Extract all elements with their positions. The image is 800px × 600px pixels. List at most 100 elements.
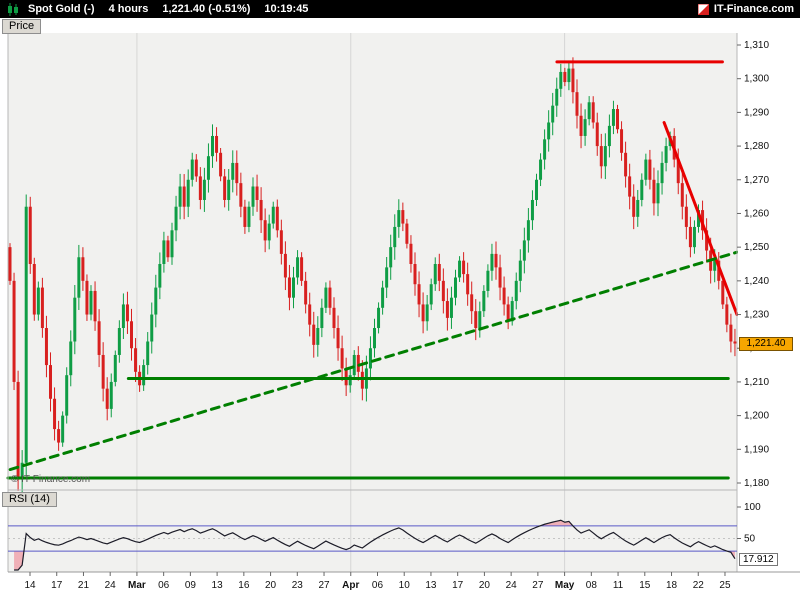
- price-tick-label: 1,290: [744, 107, 769, 118]
- time-tick-label: 27: [532, 580, 544, 591]
- candle-body: [292, 277, 295, 298]
- candle-body: [717, 260, 721, 281]
- candle-body: [223, 176, 227, 200]
- candle-body: [482, 290, 486, 312]
- price-tick-label: 1,300: [744, 74, 769, 85]
- price-tick-label: 1,180: [744, 478, 769, 489]
- candle-body: [251, 186, 255, 207]
- candle-body: [186, 179, 190, 207]
- candle-body: [599, 146, 603, 167]
- candle-body: [263, 220, 267, 241]
- brand-label: IT-Finance.com: [713, 3, 794, 15]
- candle-body: [117, 328, 121, 355]
- candle-body: [518, 260, 522, 281]
- candle-body: [462, 260, 466, 275]
- candle-body: [227, 179, 231, 200]
- tab-rsi[interactable]: RSI (14): [2, 492, 57, 507]
- candle-body: [688, 226, 692, 248]
- candle-body: [267, 223, 271, 241]
- candle-body: [676, 159, 680, 184]
- candle-body: [498, 267, 502, 288]
- time-tick-label: 27: [318, 580, 330, 591]
- candle-body: [198, 176, 202, 200]
- candle-body: [61, 415, 65, 443]
- candle-body: [575, 92, 579, 116]
- price-tick-label: 1,310: [744, 40, 769, 51]
- candle-body: [632, 196, 636, 217]
- time-tick-label: 24: [506, 580, 518, 591]
- candle-body: [385, 267, 389, 288]
- candle-body: [409, 243, 413, 264]
- time-tick-label: 24: [105, 580, 117, 591]
- candle-body: [373, 328, 376, 349]
- candle-body: [320, 307, 324, 329]
- candle-body: [53, 398, 57, 430]
- candle-body: [206, 156, 210, 180]
- candle-body: [134, 348, 138, 372]
- rsi-overbought-fill: [539, 520, 573, 526]
- candle-body: [429, 284, 433, 305]
- candle-body: [535, 179, 538, 200]
- candle-body: [526, 220, 530, 241]
- candle-body: [620, 129, 624, 153]
- candle-body: [381, 287, 385, 308]
- brand: IT-Finance.com: [697, 3, 794, 15]
- candle-body: [567, 68, 571, 83]
- candle-body: [692, 226, 696, 248]
- candle-body: [93, 290, 97, 322]
- candle-body: [69, 341, 73, 376]
- candle-body: [713, 260, 717, 271]
- price-tick-label: 1,240: [744, 276, 769, 287]
- candle-body: [684, 206, 688, 227]
- candle-body: [543, 139, 547, 160]
- candle-body: [259, 199, 263, 221]
- candle-body: [44, 328, 48, 366]
- candle-body: [393, 226, 397, 248]
- candle-body: [571, 68, 575, 93]
- candle-body: [401, 210, 405, 224]
- candle-body: [522, 240, 526, 261]
- candle-body: [121, 304, 125, 329]
- candle-body: [97, 321, 101, 355]
- candle-body: [502, 287, 506, 305]
- candle-body: [595, 122, 599, 147]
- candle-body: [377, 307, 381, 329]
- candle-body: [255, 186, 259, 200]
- candle-body: [733, 341, 737, 344]
- candle-body: [16, 381, 20, 480]
- quote-bar: Spot Gold (-) 4 hours 1,221.40 (-0.51%) …: [0, 0, 800, 18]
- candle-body: [555, 88, 559, 106]
- candle-body: [514, 280, 518, 302]
- candle-body: [146, 341, 150, 366]
- candle-body: [247, 206, 251, 227]
- candle-body: [421, 304, 425, 322]
- price-tick-label: 1,230: [744, 310, 769, 321]
- trendline-descending-trendline: [662, 120, 739, 317]
- candle-body: [340, 348, 344, 369]
- candle-body: [215, 135, 219, 153]
- time-tick-label: 13: [212, 580, 224, 591]
- candle-body: [356, 354, 360, 372]
- candle-body: [130, 321, 133, 349]
- candle-body: [12, 280, 16, 382]
- candle-body: [551, 105, 555, 123]
- time-tick-label: 20: [479, 580, 491, 591]
- candles-icon: [6, 2, 20, 16]
- candle-body: [109, 381, 113, 409]
- candle-body: [705, 230, 709, 251]
- candle-body: [478, 311, 482, 329]
- candle-body: [607, 125, 611, 147]
- candle-body: [563, 71, 567, 83]
- candle-body: [510, 301, 514, 322]
- candle-body: [547, 122, 551, 140]
- candle-body: [174, 206, 178, 231]
- candle-body: [24, 206, 28, 463]
- tab-price[interactable]: Price: [2, 19, 42, 34]
- time-tick-label: 17: [452, 580, 464, 591]
- candle-body: [624, 152, 628, 177]
- time-tick-label: 06: [158, 580, 170, 591]
- candle-body: [348, 375, 352, 386]
- time-tick-label: 09: [185, 580, 197, 591]
- candle-body: [539, 159, 543, 180]
